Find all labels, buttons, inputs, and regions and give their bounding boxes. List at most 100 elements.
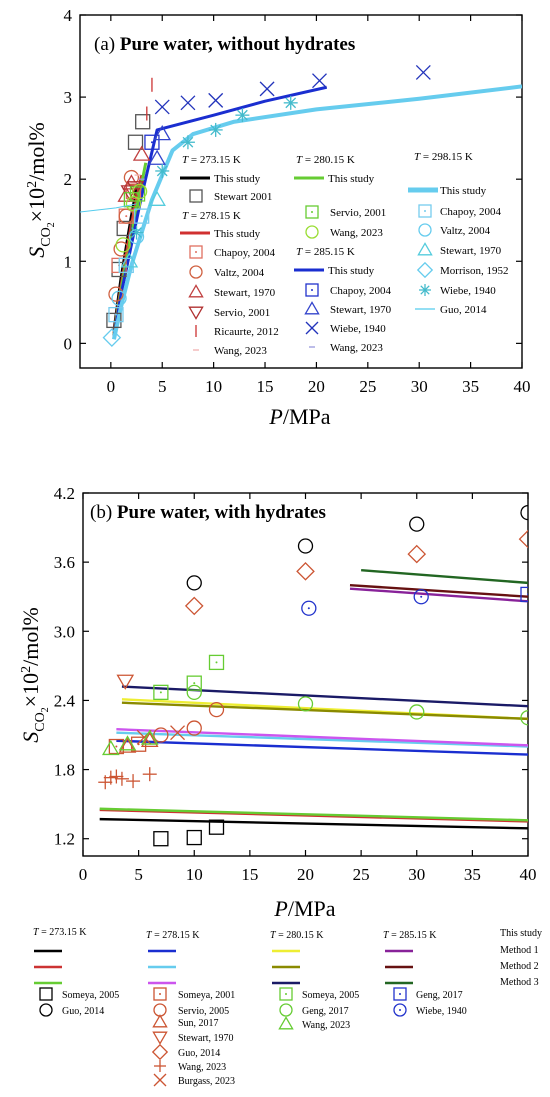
x-tick-label: 25 [353, 865, 370, 884]
data-point [114, 771, 129, 786]
legend-b-label: Wang, 2023 [178, 1062, 226, 1073]
legend-t-298: T = 298.15 K [414, 151, 473, 163]
series-chapoy-2004-29815 [108, 208, 150, 323]
data-point [415, 65, 431, 80]
legend-b-marker [39, 987, 53, 1001]
panel-b-frame [82, 492, 529, 857]
data-point [153, 125, 172, 141]
data-point [409, 704, 425, 720]
series-this-study-28515-line [112, 85, 328, 338]
legend-label: Guo, 2014 [440, 304, 487, 316]
data-point [103, 770, 118, 785]
data-point [413, 589, 429, 605]
data-point [126, 774, 141, 789]
legend-marker [189, 245, 203, 259]
legend-b-label: Burgass, 2023 [178, 1076, 235, 1087]
legend-b-marker [279, 1003, 293, 1017]
data-point [301, 600, 317, 616]
data-point [170, 725, 186, 741]
legend-b-marker [153, 987, 167, 1001]
panel-b: (b) Pure water, with hydrates 0 5 10 15 20 25… [18, 484, 537, 921]
legend-marker [305, 321, 319, 335]
series-method-2-28515-line [349, 583, 528, 598]
data-point [101, 739, 120, 756]
legend-marker [418, 223, 432, 237]
series-ricaurte-2012-27815 [146, 77, 153, 121]
legend-label: Wiebe, 1940 [440, 285, 496, 297]
legend-marker [188, 306, 204, 320]
series-method-1-28515-line [349, 587, 528, 603]
data-point [186, 684, 202, 701]
data-point [520, 504, 528, 521]
panel-a-frame [79, 14, 523, 369]
panel-a-title: (a) Pure water, without hydrates [94, 34, 355, 55]
legend-b-marker [393, 987, 407, 1001]
legend-b-label: Wang, 2023 [302, 1020, 350, 1031]
legend-b-label: Wiebe, 1940 [416, 1006, 467, 1017]
legend-b-marker [279, 987, 293, 1001]
panel-b-legend: T = 273.15 K T = 278.15 K T = 280.15 K T = … [33, 927, 542, 1087]
y-tick-label: 4.2 [54, 484, 75, 503]
legend-t-280: T = 280.15 K [296, 154, 355, 166]
data-point [186, 829, 202, 846]
data-point [108, 306, 124, 323]
legend-label: Stewart, 1970 [330, 304, 392, 316]
data-point [118, 208, 134, 224]
series-method-2-28015-line [121, 701, 528, 721]
data-point [109, 769, 124, 784]
legend-label: Stewart, 1970 [440, 245, 502, 257]
data-point [116, 220, 132, 237]
data-point [407, 544, 427, 564]
data-point [111, 290, 127, 306]
data-point [409, 516, 425, 532]
x-tick-label: 25 [359, 377, 376, 396]
legend-t-278: T = 278.15 K [182, 210, 241, 222]
data-point [297, 538, 314, 554]
data-point [155, 163, 170, 178]
legend-label: Wang, 2023 [330, 342, 383, 354]
data-point [108, 286, 124, 302]
data-point [118, 735, 137, 751]
y-tick-label: 3.6 [54, 553, 75, 572]
series-servio-2001-28015 [123, 186, 146, 208]
x-tick-label: 0 [79, 865, 88, 884]
series-guo-2014-29815-line [80, 203, 137, 213]
series-morrison-1952-29815 [102, 328, 122, 347]
legend-label: Wiebe, 1940 [330, 323, 386, 335]
data-point [140, 729, 159, 745]
legend-marker [305, 225, 319, 239]
legend-label: Valtz, 2004 [214, 267, 265, 279]
series-someya-2005-27315 [153, 819, 225, 847]
series-chapoy-2004-28515 [144, 134, 160, 150]
legend-label: Chapoy, 2004 [330, 285, 392, 297]
legend-b-t-273: T = 273.15 K [33, 927, 87, 938]
y-tick-label: 2 [64, 170, 73, 189]
x-tick-label: 10 [186, 865, 203, 884]
legend-b-label: Someya, 2001 [178, 990, 235, 1001]
legend-marker [419, 284, 431, 296]
data-point [102, 328, 122, 347]
data-point [148, 149, 166, 165]
x-tick-label: 10 [205, 377, 222, 396]
x-tick-label: 40 [514, 377, 531, 396]
series-guo-2014-27315 [186, 504, 528, 591]
legend-this-study-273: This study [214, 173, 261, 185]
panel-b-title: (b) Pure water, with hydrates [90, 502, 326, 523]
legend-b-marker [278, 1016, 294, 1030]
data-point [208, 92, 224, 108]
series-servio-2005-27815 [153, 701, 225, 743]
data-point [312, 73, 327, 89]
legend-label: Wang, 2023 [214, 345, 267, 357]
legend-label: Morrison, 1952 [440, 265, 508, 277]
series-stewart-1970-28515 [148, 125, 172, 165]
legend-b-marker [153, 1073, 167, 1087]
y-tick-label: 1.2 [54, 830, 75, 849]
legend-label: Servio, 2001 [330, 207, 386, 219]
data-point [153, 727, 169, 743]
x-tick-label: 20 [308, 377, 325, 396]
legend-b-label: Guo, 2014 [62, 1006, 104, 1017]
series-geng-2017-28015 [186, 684, 528, 726]
data-point [184, 596, 204, 616]
series-wiebe-1940-29815 [129, 95, 298, 240]
